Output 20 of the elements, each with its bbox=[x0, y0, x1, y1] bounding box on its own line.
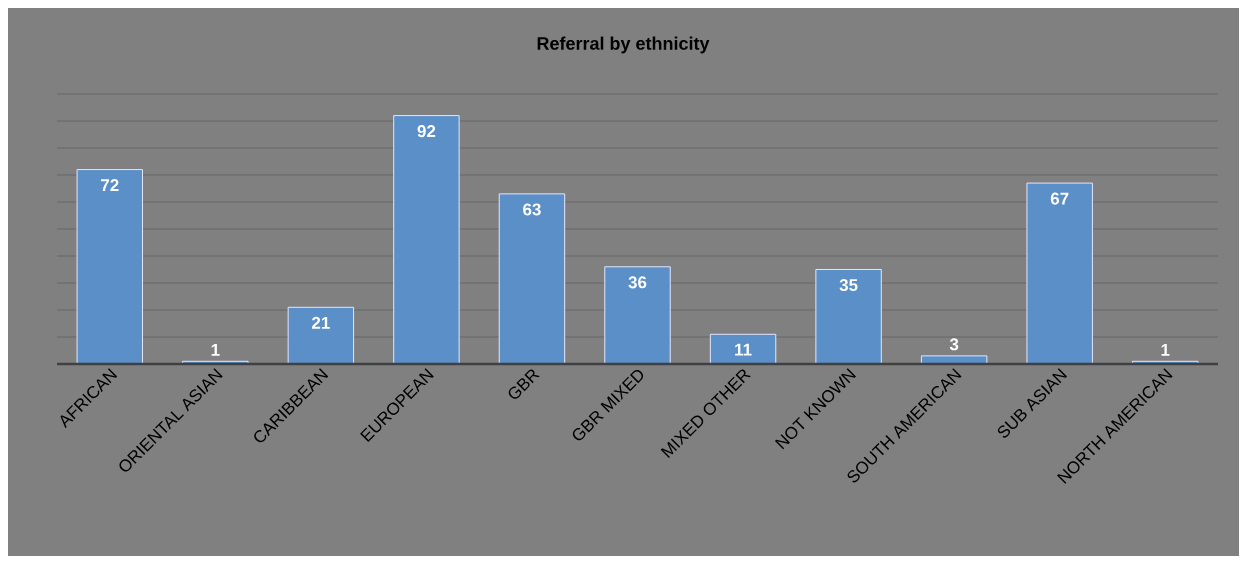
bar bbox=[287, 306, 355, 365]
data-label: 21 bbox=[312, 316, 330, 329]
chart-title: Referral by ethnicity bbox=[537, 36, 710, 54]
data-label: 36 bbox=[628, 276, 647, 289]
data-label: 1 bbox=[1161, 344, 1170, 356]
bar bbox=[393, 115, 460, 365]
data-label: 72 bbox=[101, 179, 119, 191]
bar bbox=[815, 268, 882, 365]
data-label: 67 bbox=[1050, 192, 1069, 205]
bar bbox=[76, 169, 143, 365]
data-label: 63 bbox=[523, 203, 541, 216]
bar bbox=[1026, 182, 1093, 365]
bar bbox=[498, 193, 566, 365]
bar bbox=[604, 266, 671, 365]
data-label: 11 bbox=[735, 343, 752, 356]
bar bbox=[709, 333, 777, 365]
data-label: 3 bbox=[949, 338, 959, 351]
data-label: 1 bbox=[211, 344, 220, 356]
data-label: 92 bbox=[417, 125, 436, 138]
data-label: 35 bbox=[839, 279, 858, 292]
